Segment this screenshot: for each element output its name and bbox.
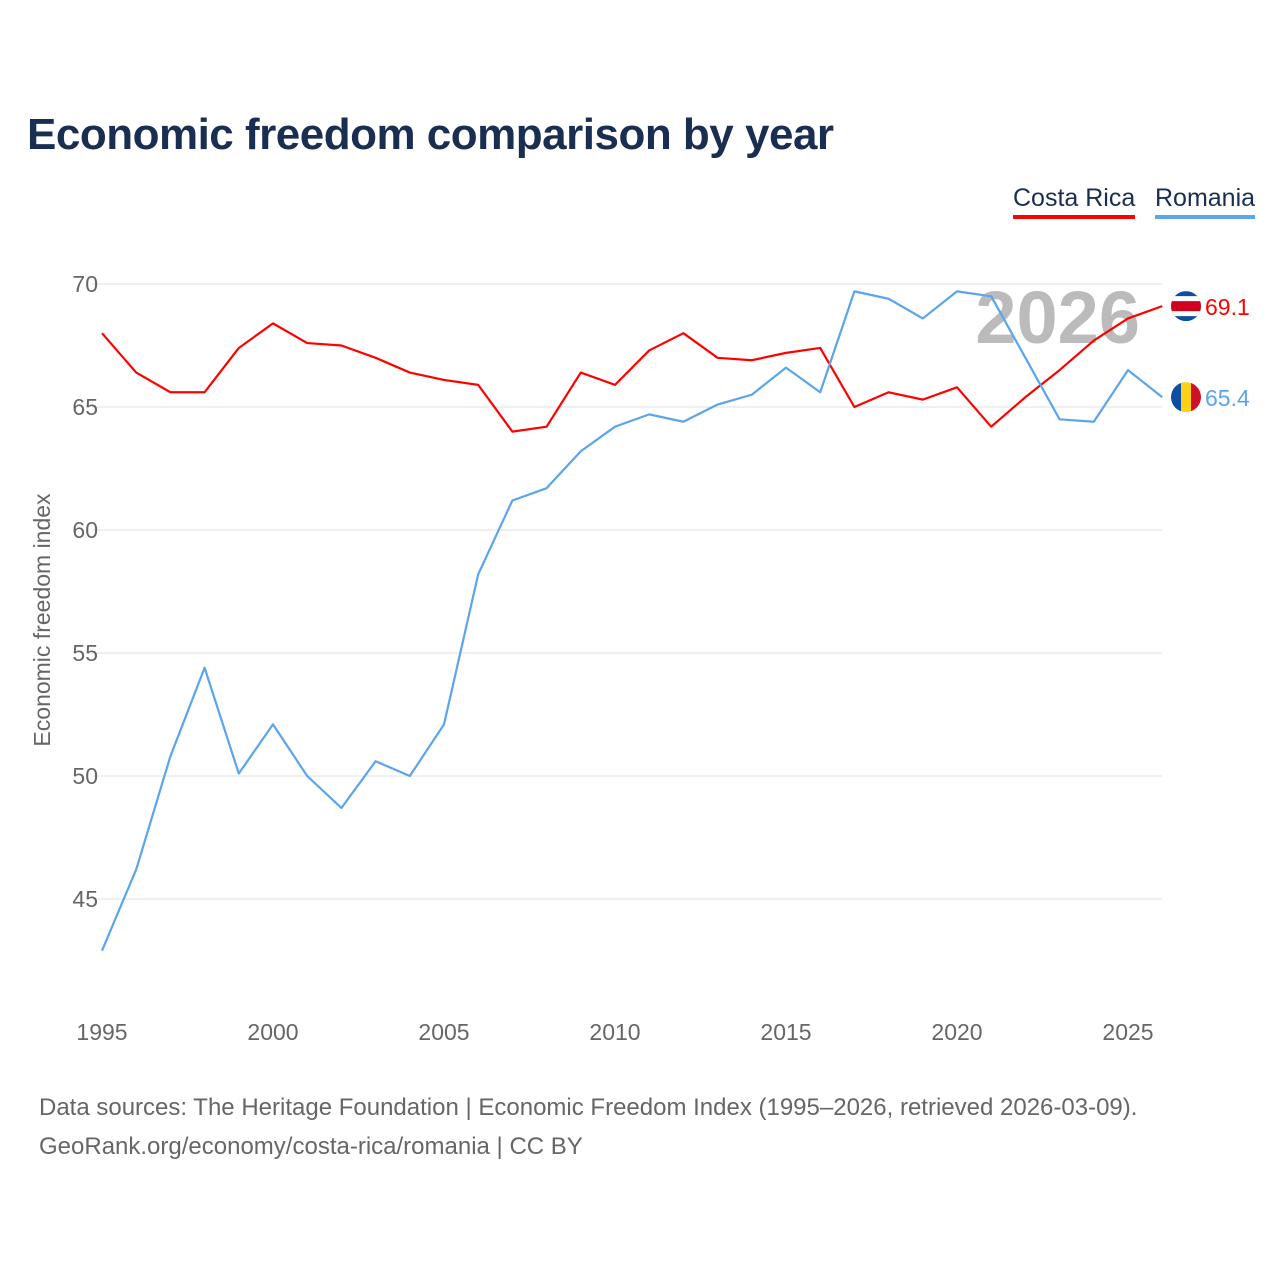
flag-stripe: [1171, 301, 1201, 312]
attribution-link[interactable]: GeoRank.org/economy/costa-rica/romania |…: [39, 1133, 583, 1160]
series-line-romania: [100, 290, 1163, 952]
end-value-label: 65.4: [1205, 385, 1250, 411]
y-tick-label: 60: [72, 517, 98, 543]
legend-romania[interactable]: Romania: [1155, 184, 1256, 219]
line-chart: 45 50 55 60 65 70 1995 2000 2005 2010 2015 2020 2025…: [29, 271, 1250, 1045]
series-line-costa-rica: [101, 305, 1163, 433]
end-value-label: 69.1: [1205, 294, 1250, 320]
flag-stripe: [1171, 382, 1181, 413]
y-tick-label: 50: [72, 763, 98, 789]
x-tick-label: 2005: [418, 1019, 469, 1045]
x-tick-label: 2010: [589, 1019, 640, 1045]
chart-title: Economic freedom comparison by year: [27, 110, 834, 159]
y-tick-label: 70: [72, 271, 98, 297]
y-tick-label: 55: [72, 640, 98, 666]
data-source-text: Data sources: The Heritage Foundation | …: [39, 1094, 1138, 1121]
x-tick-label: 2015: [760, 1019, 811, 1045]
legend-costa-rica[interactable]: Costa Rica: [1013, 184, 1136, 219]
year-watermark: 2026: [975, 276, 1140, 359]
romania-flag-icon: [1171, 382, 1201, 413]
y-tick-label: 45: [72, 886, 98, 912]
x-tick-label: 2000: [247, 1019, 298, 1045]
x-tick-label: 2020: [931, 1019, 982, 1045]
costa-rica-flag-icon: [1171, 291, 1201, 322]
x-tick-label: 2025: [1102, 1019, 1153, 1045]
y-axis-label: Economic freedom index: [29, 493, 55, 747]
footer: Data sources: The Heritage Foundation | …: [39, 1088, 1137, 1166]
flag-body: [1171, 291, 1201, 322]
y-tick-label: 65: [72, 394, 98, 420]
flag-stripe: [1191, 382, 1201, 413]
x-tick-label: 1995: [76, 1019, 127, 1045]
flag-body: [1171, 382, 1201, 413]
flag-stripe: [1181, 382, 1191, 413]
